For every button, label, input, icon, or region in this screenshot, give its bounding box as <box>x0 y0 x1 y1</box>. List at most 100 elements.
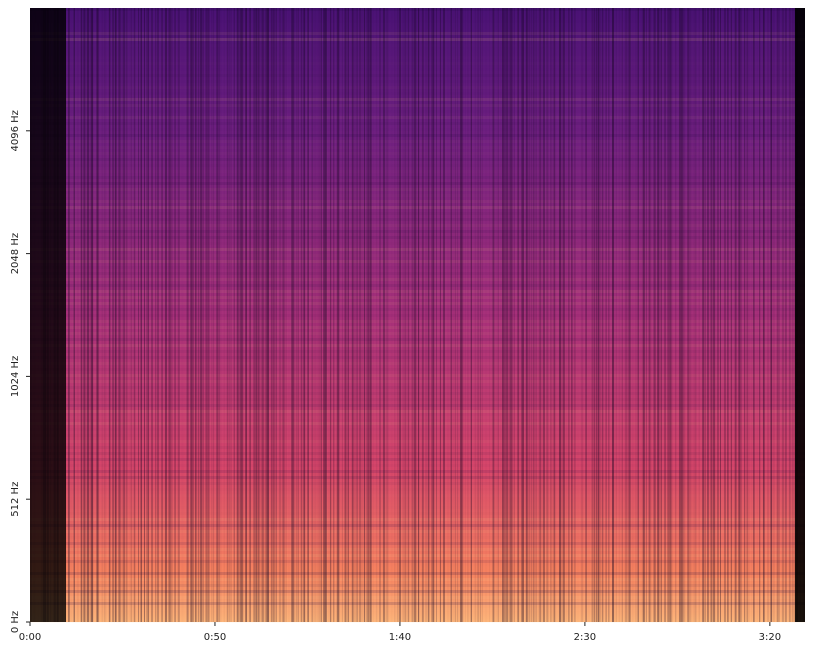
texture-band <box>30 218 805 221</box>
texture-stripe <box>605 8 607 622</box>
texture-stripe <box>520 8 524 622</box>
texture-band <box>30 578 805 581</box>
texture-stripe <box>684 8 686 622</box>
texture-band <box>30 344 805 347</box>
texture-stripe <box>121 8 124 622</box>
texture-band <box>30 290 805 293</box>
texture-stripe <box>68 8 70 622</box>
texture-stripe <box>218 8 221 622</box>
texture-stripe <box>223 8 225 622</box>
texture-band <box>30 38 805 41</box>
texture-stripe <box>101 8 104 622</box>
texture-stripe <box>457 8 459 622</box>
texture-stripe <box>525 8 528 622</box>
texture-band <box>30 458 805 461</box>
texture-stripe <box>239 8 242 622</box>
texture-stripe <box>351 8 354 622</box>
texture-stripe <box>236 8 239 622</box>
texture-band <box>30 356 805 359</box>
texture-stripe <box>125 8 128 622</box>
texture-stripe <box>138 8 140 622</box>
texture-dark <box>795 8 805 622</box>
texture-stripe <box>368 8 370 622</box>
texture-stripe <box>450 8 452 622</box>
texture-band <box>30 398 805 401</box>
texture-band <box>30 602 805 605</box>
texture-stripe <box>177 8 180 622</box>
texture-stripe <box>164 8 167 622</box>
texture-stripe <box>275 8 277 622</box>
axes: 0:00 0:50 1:40 2:30 3:20 0 Hz 512 Hz 1024 Hz 204… <box>10 110 781 643</box>
texture-stripe <box>723 8 726 622</box>
texture-stripe <box>692 8 695 622</box>
texture-stripe <box>230 8 232 622</box>
texture-stripe <box>607 8 610 622</box>
texture-band <box>30 104 805 107</box>
texture-stripe <box>433 8 435 622</box>
texture-stripe <box>781 8 784 622</box>
texture-band <box>30 98 805 101</box>
texture-stripe <box>740 8 742 622</box>
texture-stripe <box>653 8 656 622</box>
texture-stripe <box>542 8 545 622</box>
texture-stripe <box>546 8 549 622</box>
texture-stripe <box>727 8 729 622</box>
texture-stripe <box>593 8 596 622</box>
texture-band <box>30 230 805 233</box>
texture-stripe <box>157 8 159 622</box>
texture-stripe <box>506 8 509 622</box>
texture-stripe <box>500 8 501 622</box>
texture-stripe <box>793 8 795 622</box>
texture-stripe <box>707 8 709 622</box>
texture-band <box>30 350 805 353</box>
texture-stripe <box>588 8 590 622</box>
texture-stripe <box>615 8 617 622</box>
texture-stripe <box>379 8 381 622</box>
texture-stripe <box>664 8 666 622</box>
texture-band <box>30 410 805 413</box>
texture-stripe <box>99 8 100 622</box>
texture-stripe <box>730 8 733 622</box>
texture-band <box>30 308 805 311</box>
texture-band <box>30 116 805 119</box>
texture-stripe <box>626 8 628 622</box>
texture-stripe <box>580 8 584 622</box>
texture-stripe <box>170 8 173 622</box>
texture-stripe <box>391 8 392 622</box>
texture-stripe <box>338 8 340 622</box>
texture-band <box>30 284 805 287</box>
texture-band <box>30 8 805 11</box>
texture-stripe <box>425 8 428 622</box>
texture-stripe <box>92 8 94 622</box>
texture-stripe <box>642 8 645 622</box>
texture-stripe <box>311 8 314 622</box>
x-tick-label: 1:40 <box>389 632 411 643</box>
texture-stripe <box>632 8 634 622</box>
texture-stripe <box>492 8 495 622</box>
texture-stripe <box>479 8 482 622</box>
texture-stripe <box>489 8 491 622</box>
texture-stripe <box>318 8 321 622</box>
texture-stripe <box>324 8 327 622</box>
texture-stripe <box>161 8 164 622</box>
texture-stripe <box>571 8 573 622</box>
texture-band <box>30 332 805 335</box>
texture-stripe <box>364 8 366 622</box>
texture-stripe <box>390 8 391 622</box>
texture-stripe <box>184 8 185 622</box>
texture-stripe <box>539 8 542 622</box>
texture-stripe <box>288 8 289 622</box>
texture-band <box>30 368 805 371</box>
texture-stripe <box>303 8 306 622</box>
texture-stripe <box>399 8 401 622</box>
texture-stripe <box>181 8 183 622</box>
texture-band <box>30 134 805 137</box>
texture-stripe <box>535 8 537 622</box>
texture-stripe <box>144 8 145 622</box>
texture-stripe <box>347 8 349 622</box>
texture-band <box>30 590 805 593</box>
spectrogram-base <box>30 8 805 622</box>
texture-stripe <box>147 8 150 622</box>
texture-stripe <box>134 8 136 622</box>
texture-stripe <box>784 8 787 622</box>
